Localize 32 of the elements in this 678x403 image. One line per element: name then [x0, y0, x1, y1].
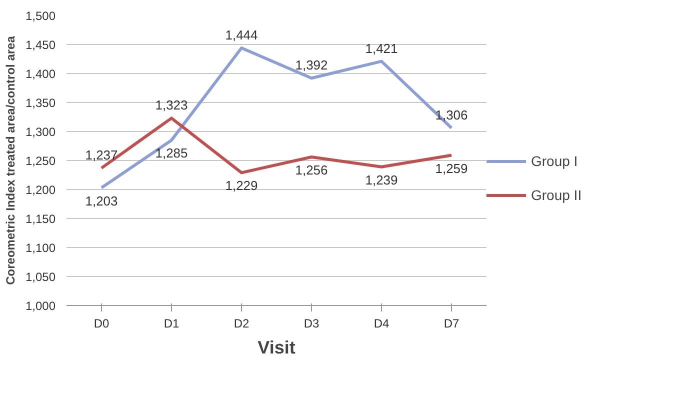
data-label: 1,239	[365, 172, 398, 188]
legend-label: Group II	[531, 187, 582, 203]
y-tick-label: 1,500	[25, 9, 56, 23]
x-tick-label: D4	[374, 316, 390, 330]
data-label: 1,421	[365, 40, 398, 56]
y-tick-label: 1,350	[25, 96, 56, 110]
data-label: 1,285	[155, 146, 188, 161]
data-label: 1,203	[85, 193, 118, 208]
y-tick-label: 1,450	[25, 38, 56, 52]
y-axis-title: Coreometric Index treated area/control area	[3, 36, 18, 285]
data-label: 1,323	[155, 98, 188, 113]
x-tick-label: D2	[234, 316, 250, 330]
y-tick-label: 1,200	[25, 183, 56, 197]
y-tick-label: 1,400	[25, 67, 56, 81]
legend-label: Group I	[531, 153, 578, 169]
data-label: 1,259	[435, 160, 468, 176]
y-tick-label: 1,300	[25, 125, 56, 139]
y-tick-label: 1,050	[25, 270, 56, 284]
data-label: 1,237	[85, 148, 118, 163]
data-label: 1,256	[295, 162, 328, 178]
x-tick-label: D0	[94, 316, 110, 330]
data-label: 1,392	[295, 58, 328, 73]
x-tick-label: D1	[164, 316, 180, 330]
y-tick-label: 1,000	[25, 299, 56, 313]
x-tick-label: D3	[304, 316, 320, 330]
data-label: 1,229	[225, 178, 258, 194]
y-tick-label: 1,250	[25, 154, 56, 168]
y-tick-label: 1,150	[25, 212, 56, 226]
x-tick-label: D7	[444, 316, 460, 330]
y-tick-label: 1,100	[25, 241, 56, 255]
x-axis-title: Visit	[258, 338, 296, 358]
data-label: 1,444	[225, 27, 258, 42]
